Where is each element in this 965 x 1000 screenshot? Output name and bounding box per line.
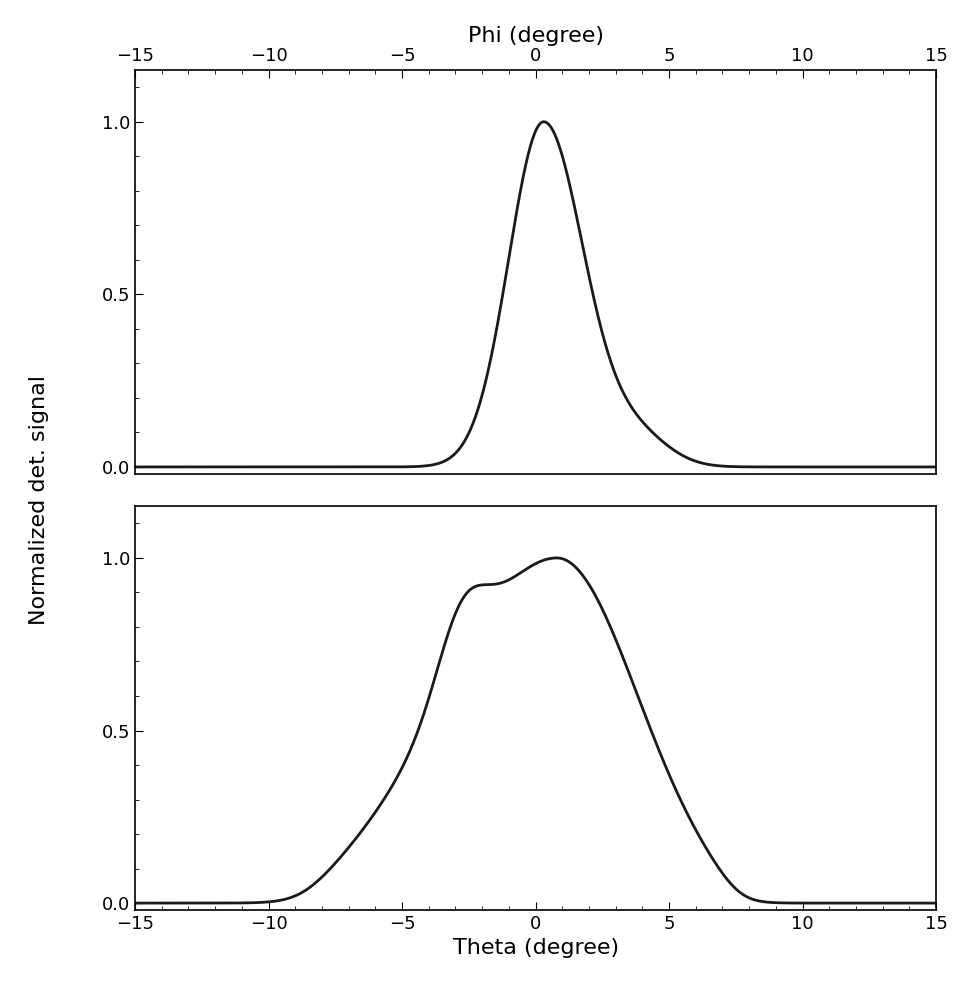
X-axis label: Theta (degree): Theta (degree) [453,938,619,958]
X-axis label: Phi (degree): Phi (degree) [468,26,603,46]
Text: Normalized det. signal: Normalized det. signal [29,375,48,625]
